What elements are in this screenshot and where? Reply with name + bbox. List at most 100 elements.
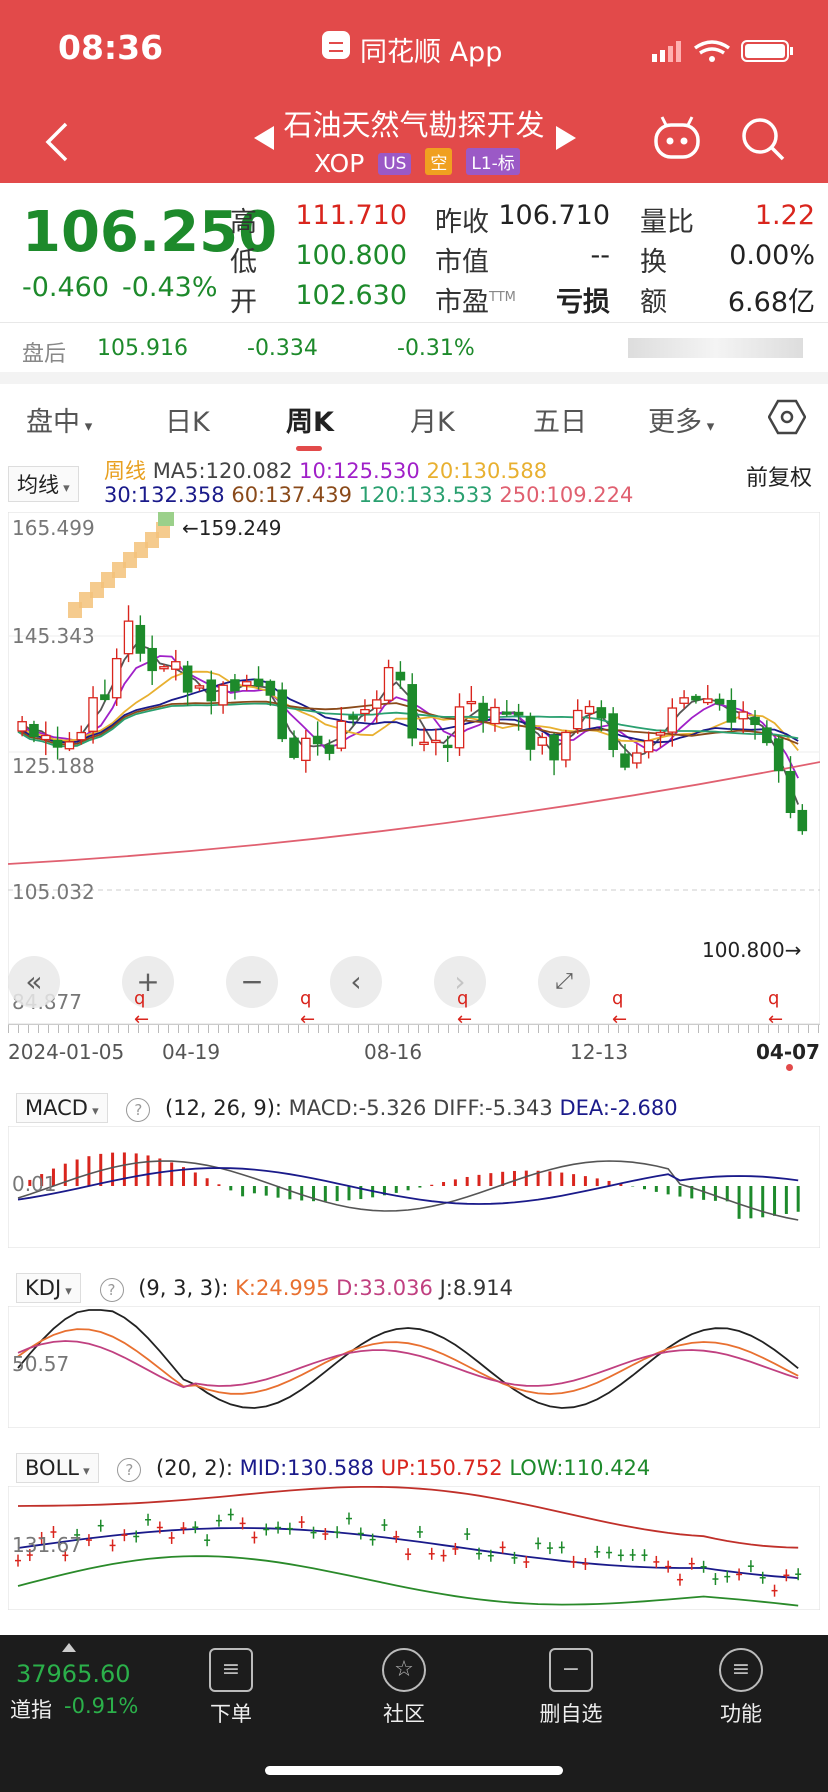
price-adjust-toggle[interactable]: 前复权 bbox=[746, 466, 813, 491]
pe-ttm: TTM bbox=[489, 290, 516, 305]
ma250-line bbox=[8, 761, 820, 865]
help-icon[interactable]: ? bbox=[126, 1098, 151, 1122]
vol-ratio-label: 量比 bbox=[640, 207, 694, 238]
nav-functions[interactable]: ≡ 功能 bbox=[686, 1640, 796, 1728]
menu-circle-icon: ≡ bbox=[719, 1648, 763, 1692]
after-hours-label: 盘后 bbox=[22, 342, 67, 367]
candle bbox=[797, 809, 808, 832]
ma-selector[interactable]: 均线 ▾ bbox=[8, 466, 79, 502]
date-axis-4: 12-13 bbox=[570, 1040, 629, 1064]
candle bbox=[466, 700, 477, 705]
scroll-left-button[interactable]: ‹ bbox=[330, 956, 382, 1008]
macd-header: MACD ▾ ? (12, 26, 9): MACD:-5.326 DIFF:-… bbox=[16, 1093, 678, 1123]
boll-selector[interactable]: BOLL ▾ bbox=[16, 1453, 99, 1483]
home-indicator bbox=[265, 1766, 563, 1775]
last-price: 106.250 bbox=[22, 200, 278, 265]
kdj-line bbox=[17, 1328, 799, 1395]
macd-chart[interactable] bbox=[8, 1126, 820, 1248]
ma120-value: 120:133.533 bbox=[358, 483, 493, 507]
index-value[interactable]: 37965.60 bbox=[16, 1660, 131, 1688]
macd-axis: 0.01 bbox=[12, 1172, 57, 1196]
candle bbox=[312, 735, 323, 745]
candle bbox=[738, 711, 748, 720]
zoom-out-button[interactable]: − bbox=[226, 956, 278, 1008]
candle bbox=[230, 679, 240, 692]
search-icon[interactable] bbox=[740, 116, 786, 162]
turnover-value: 0.00% bbox=[729, 240, 815, 271]
candle bbox=[584, 705, 595, 715]
ma30-value: 30:132.358 bbox=[104, 483, 225, 507]
count-badge bbox=[123, 552, 137, 568]
app-logo-icon bbox=[322, 31, 350, 59]
candle bbox=[301, 737, 311, 762]
battery-icon bbox=[741, 40, 789, 62]
candle bbox=[679, 697, 689, 704]
kline-chart[interactable] bbox=[8, 512, 820, 1024]
count-badge bbox=[79, 592, 93, 608]
candle bbox=[360, 708, 370, 715]
next-stock-icon[interactable] bbox=[552, 124, 580, 152]
boll-upper bbox=[17, 1486, 799, 1549]
app-name: 同花顺 App bbox=[360, 37, 503, 68]
candle bbox=[383, 666, 394, 701]
after-hours-change-pct: -0.31% bbox=[397, 336, 475, 361]
candle bbox=[348, 715, 358, 720]
candle bbox=[29, 723, 39, 737]
candle bbox=[64, 741, 75, 750]
candle bbox=[206, 679, 217, 702]
candle bbox=[371, 699, 382, 709]
candle bbox=[407, 684, 418, 739]
divider bbox=[0, 322, 828, 323]
nav-community[interactable]: ☆ 社区 bbox=[349, 1640, 459, 1728]
chart-settings-icon[interactable] bbox=[768, 398, 806, 436]
robot-icon[interactable] bbox=[652, 115, 702, 161]
tab-more[interactable]: 更多 ▾ bbox=[648, 407, 715, 438]
scroll-right-button[interactable]: › bbox=[434, 956, 486, 1008]
candle bbox=[182, 665, 193, 693]
dropdown-icon: ▾ bbox=[61, 1284, 72, 1299]
amount-value: 6.68亿 bbox=[727, 287, 815, 318]
tab-monthly[interactable]: 月K bbox=[410, 407, 455, 438]
candle bbox=[277, 689, 287, 740]
date-axis-2: 04-19 bbox=[162, 1040, 221, 1064]
candle bbox=[241, 681, 252, 687]
zoom-out-far-button[interactable]: « bbox=[8, 956, 60, 1008]
kdj-selector[interactable]: KDJ ▾ bbox=[16, 1273, 81, 1303]
candle bbox=[419, 741, 429, 745]
candle bbox=[702, 698, 713, 704]
kdj-chart[interactable] bbox=[8, 1306, 820, 1428]
prev-stock-icon[interactable] bbox=[250, 124, 278, 152]
low-value: 100.800 bbox=[295, 240, 407, 271]
star-chat-icon: ☆ bbox=[382, 1648, 426, 1692]
pe-label: 市盈TTM bbox=[435, 287, 516, 318]
boll-chart[interactable] bbox=[8, 1486, 820, 1610]
header-bar: 08:36 同花顺 App 石油天然气勘探开发 XOP US 空 L1-标 bbox=[0, 0, 828, 183]
candle bbox=[265, 680, 276, 696]
nav-order[interactable]: ≡ 下单 bbox=[176, 1640, 286, 1728]
candle bbox=[289, 737, 299, 758]
fullscreen-button[interactable]: ⤢ bbox=[538, 956, 590, 1008]
tab-weekly[interactable]: 周K bbox=[286, 407, 334, 438]
date-axis-start: 2024-01-05 bbox=[8, 1040, 125, 1064]
tab-intraday[interactable]: 盘中 ▾ bbox=[26, 407, 93, 438]
candle bbox=[17, 721, 27, 732]
zoom-in-button[interactable]: + bbox=[122, 956, 174, 1008]
candle bbox=[40, 734, 51, 741]
after-hours-price: 105.916 bbox=[97, 336, 188, 361]
expand-icon[interactable] bbox=[62, 1643, 76, 1652]
help-icon[interactable]: ? bbox=[99, 1278, 124, 1302]
help-icon[interactable]: ? bbox=[117, 1458, 142, 1482]
prev-close-label: 昨收 bbox=[435, 207, 489, 238]
tab-five-day[interactable]: 五日 bbox=[533, 407, 587, 438]
candle bbox=[632, 752, 642, 764]
level-tag: L1-标 bbox=[466, 148, 520, 175]
candle bbox=[667, 707, 678, 733]
nav-remove-watchlist[interactable]: − 删自选 bbox=[516, 1640, 626, 1728]
ticker-line: XOP US 空 L1-标 bbox=[314, 148, 520, 178]
candle bbox=[147, 647, 157, 672]
macd-selector[interactable]: MACD ▾ bbox=[16, 1093, 108, 1123]
back-icon[interactable] bbox=[42, 120, 72, 164]
high-label: 高 bbox=[230, 207, 257, 238]
tab-daily[interactable]: 日K bbox=[165, 407, 210, 438]
high-badge bbox=[158, 512, 174, 526]
